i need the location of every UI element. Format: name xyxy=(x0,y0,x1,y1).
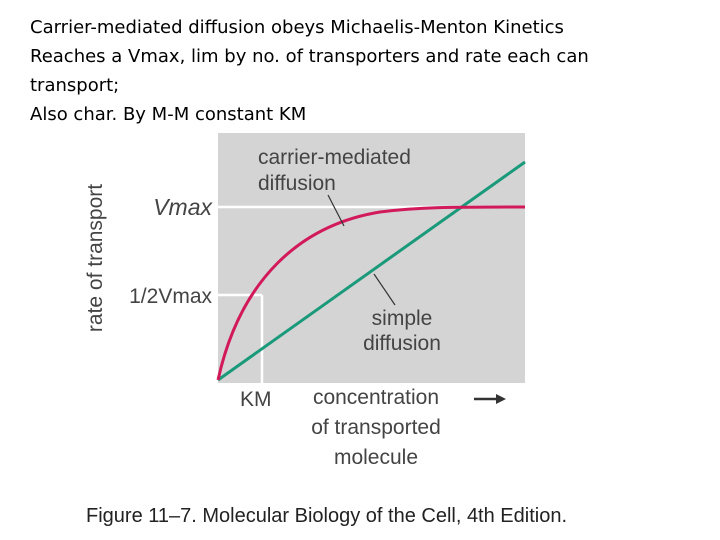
x-label: molecule xyxy=(334,446,418,469)
y-label: rate of transport xyxy=(84,184,107,332)
x-label: of transported xyxy=(311,416,441,439)
carrier-curve xyxy=(216,205,526,381)
carrier-label: carrier-mediated xyxy=(258,146,411,169)
x-label: concentration xyxy=(313,386,439,409)
text-line: Also char. By M-M constant KM xyxy=(30,104,307,125)
arrow-head xyxy=(496,394,506,404)
simple-diffusion-line xyxy=(217,160,526,382)
simple-label: simple xyxy=(372,307,433,330)
simple-label: diffusion xyxy=(363,332,441,355)
km-label: KM xyxy=(240,388,272,411)
carrier-label: diffusion xyxy=(258,172,336,195)
caption: Figure 11–7. Molecular Biology of the Ce… xyxy=(86,505,567,527)
text-line: transport; xyxy=(30,75,120,96)
plot-panel xyxy=(218,133,525,383)
half-vmax-label: 1/2Vmax xyxy=(129,285,212,308)
pointer xyxy=(373,273,396,306)
pointer xyxy=(327,194,345,227)
text-line: Reaches a Vmax, lim by no. of transporte… xyxy=(30,46,589,67)
text-line: Carrier-mediated diffusion obeys Michael… xyxy=(30,17,564,38)
vmax-label: Vmax xyxy=(153,194,213,220)
